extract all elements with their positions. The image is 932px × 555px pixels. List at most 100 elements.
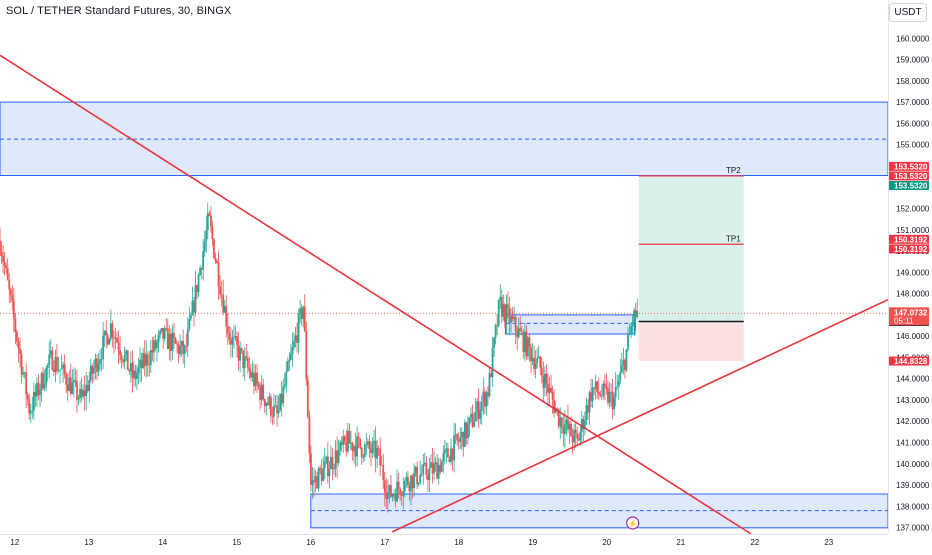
candle <box>236 331 238 358</box>
candle-body <box>393 494 395 496</box>
candle <box>231 329 234 358</box>
candle <box>580 410 583 445</box>
candle <box>374 426 377 473</box>
candle-body <box>457 440 460 442</box>
candle-body <box>543 374 546 388</box>
candle-body <box>268 396 271 405</box>
candle-body <box>488 373 491 397</box>
candle-body <box>520 331 523 333</box>
candle-body <box>454 434 457 436</box>
candle-body <box>248 367 251 372</box>
candle-body <box>523 331 526 352</box>
candle-body <box>437 465 440 479</box>
candle-body <box>591 387 594 402</box>
y-tick-label: 151.0000 <box>896 226 930 235</box>
candle <box>126 350 129 371</box>
candle-body <box>399 488 402 495</box>
candle <box>574 422 577 448</box>
y-tick-label: 139.0000 <box>896 481 930 490</box>
candle <box>166 318 169 350</box>
candle-body <box>473 421 475 427</box>
candle <box>146 350 149 377</box>
candle <box>165 317 168 331</box>
candle-body <box>417 482 420 485</box>
candle-body <box>94 358 97 369</box>
candle-body <box>622 360 625 365</box>
candle <box>462 431 465 457</box>
candle <box>410 474 412 506</box>
candle <box>607 381 609 406</box>
candle <box>502 294 505 321</box>
candle-body <box>551 392 554 400</box>
candle <box>473 411 475 428</box>
candle-body <box>174 338 177 344</box>
candle <box>456 433 459 446</box>
candle-body <box>571 436 574 443</box>
candle <box>26 392 29 406</box>
candle-body <box>493 337 495 348</box>
candle-body <box>80 388 83 397</box>
candle <box>202 239 205 281</box>
candle <box>567 404 569 434</box>
candle-body <box>193 300 195 313</box>
candle-body <box>302 306 305 319</box>
candle-body <box>297 313 300 343</box>
candle-body <box>340 442 343 445</box>
candle-body <box>343 436 346 443</box>
candle-body <box>527 337 529 357</box>
candle-body <box>534 363 537 369</box>
candle <box>336 436 338 478</box>
candle <box>376 439 379 469</box>
candle-body <box>108 338 111 345</box>
candle <box>562 414 565 447</box>
candle <box>443 439 446 465</box>
candle-body <box>496 325 499 327</box>
candle-body <box>431 462 434 474</box>
x-tick-label: 15 <box>232 538 241 547</box>
candle-body <box>531 357 534 362</box>
candle <box>585 397 588 426</box>
candle <box>180 340 183 357</box>
candle <box>191 286 194 316</box>
candle-body <box>607 388 609 403</box>
candle-body <box>262 384 265 400</box>
candle <box>51 346 54 371</box>
candle-body <box>51 350 54 370</box>
candle-body <box>480 401 483 411</box>
candle-body <box>117 342 120 350</box>
candle <box>137 357 140 385</box>
candle <box>514 315 517 345</box>
candle-body <box>280 393 283 404</box>
candle-body <box>156 342 158 349</box>
candle-body <box>550 387 552 393</box>
candle-body <box>129 363 132 372</box>
candle <box>203 230 206 257</box>
candle-body <box>360 447 363 458</box>
candle <box>88 371 91 403</box>
candle <box>193 296 195 327</box>
candle-body <box>325 456 328 462</box>
candle <box>499 284 502 310</box>
candle <box>634 302 637 331</box>
candle <box>582 415 585 442</box>
candle-body <box>109 323 112 339</box>
candle-body <box>579 431 582 441</box>
candle <box>362 453 365 463</box>
candle-body <box>256 372 258 384</box>
candle-body <box>26 394 29 400</box>
x-tick-label: 21 <box>676 538 685 547</box>
candle-body <box>554 408 557 413</box>
candle-body <box>430 462 432 468</box>
candle <box>463 419 466 447</box>
candle <box>243 347 246 381</box>
candle <box>49 338 52 359</box>
candle-body <box>102 335 105 360</box>
candle-body <box>85 384 88 397</box>
currency-selector-button[interactable]: USDT <box>889 3 927 22</box>
candle-body <box>139 359 141 368</box>
candle-body <box>148 364 151 366</box>
candle <box>326 441 329 484</box>
x-tick-label: 18 <box>454 538 463 547</box>
